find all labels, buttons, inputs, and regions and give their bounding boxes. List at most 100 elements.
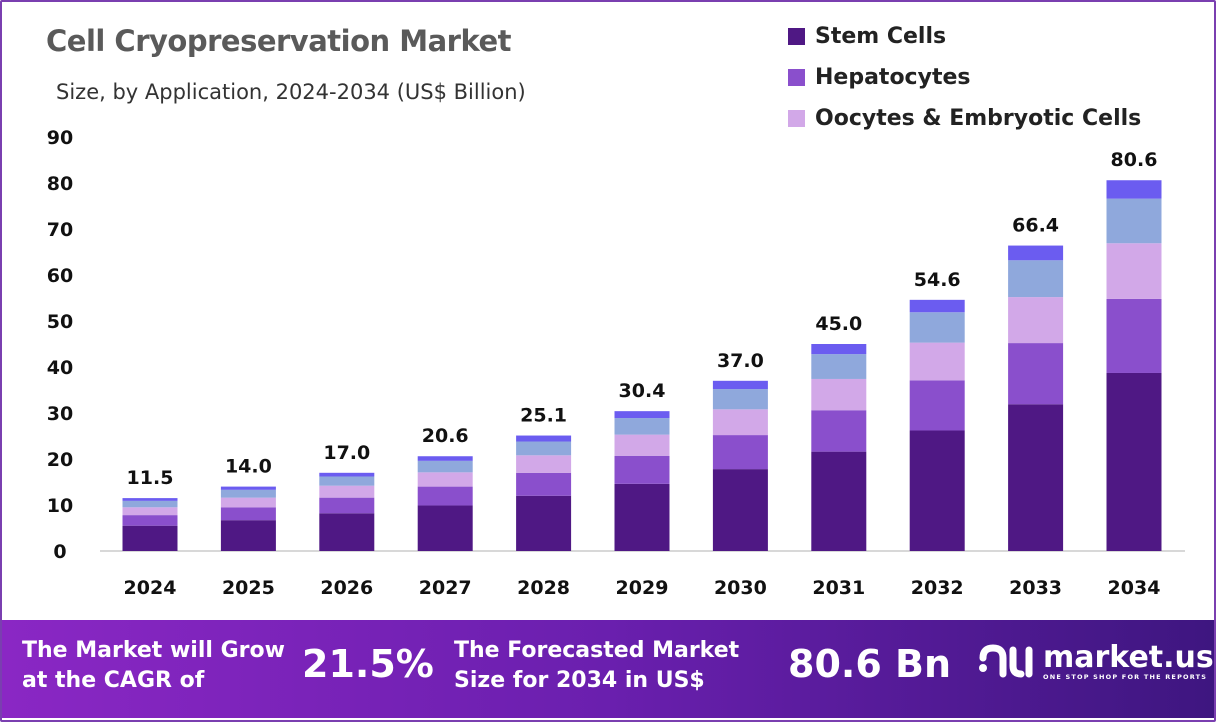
bar-segment-oocytes-embryotic-cells [811,378,867,411]
bar-segment-hepatocytes [1008,343,1064,405]
y-tick-label: 70 [47,219,73,241]
bar-segment-hepatocytes [909,380,965,431]
bar-segment-series-4 [811,354,867,379]
total-label: 45.0 [815,313,862,335]
bar-segment-series-4 [1008,260,1064,298]
total-label: 37.0 [717,350,764,372]
y-tick-label: 80 [47,173,73,195]
logo-tagline: ONE STOP SHOP FOR THE REPORTS [1043,673,1208,681]
x-tick-label: 2025 [222,577,275,599]
bar-segment-series-5 [319,472,375,477]
cagr-label: The Market will Grow at the CAGR of [22,636,285,696]
chart-title: Cell Cryopreservation Market [46,24,512,58]
bar-segment-stem-cells [712,469,768,551]
y-tick-label: 0 [53,541,66,563]
legend-label: Hepatocytes [815,65,971,90]
bar-segment-oocytes-embryotic-cells [909,342,965,381]
y-tick-label: 90 [47,127,73,149]
x-tick-label: 2032 [911,577,964,599]
cagr-label-line: The Market will Grow [22,638,285,663]
bar-segment-oocytes-embryotic-cells [220,497,276,508]
legend-label: Stem Cells [815,24,947,49]
market-us-logo: market.us ONE STOP SHOP FOR THE REPORTS [977,642,1214,682]
y-tick-label: 30 [47,403,73,425]
forecast-label-line: Size for 2034 in US$ [454,668,705,693]
bar-segment-series-4 [220,489,276,498]
bar-segment-series-5 [122,498,178,501]
bar-segment-series-4 [417,460,473,473]
legend-item-hepatocytes: Hepatocytes [788,57,1141,98]
bar-segment-series-5 [614,411,670,419]
forecast-label: The Forecasted Market Size for 2034 in US… [454,636,739,696]
summary-banner: The Market will Grow at the CAGR of 21.5%… [2,620,1214,718]
total-label: 66.4 [1012,215,1059,237]
x-tick-label: 2026 [320,577,373,599]
bar-segment-oocytes-embryotic-cells [1008,297,1064,344]
bar-segment-hepatocytes [122,515,178,526]
legend: Stem Cells Hepatocytes Oocytes & Embryot… [788,16,1141,139]
bar-segment-oocytes-embryotic-cells [1106,243,1162,299]
bar-segment-series-4 [1106,198,1162,244]
bar-segment-hepatocytes [417,486,473,506]
chart-plot: 010203040506070809011.5202414.0202517.02… [47,127,1185,599]
total-label: 54.6 [914,269,961,291]
total-label: 11.5 [127,467,174,489]
bar-segment-series-5 [909,299,965,313]
total-label: 17.0 [323,442,370,464]
bar-segment-series-5 [220,486,276,490]
bar-segment-stem-cells [319,513,375,551]
bar-segment-series-4 [614,418,670,435]
legend-swatch [788,28,805,45]
x-tick-label: 2028 [517,577,570,599]
bar-segment-stem-cells [220,520,276,551]
bar-segment-stem-cells [614,483,670,551]
bar-segment-series-4 [122,500,178,508]
bar-segment-oocytes-embryotic-cells [712,409,768,436]
bar-segment-oocytes-embryotic-cells [614,434,670,456]
total-label: 30.4 [619,380,666,402]
logo-name: market.us [1043,640,1214,675]
bar-segment-oocytes-embryotic-cells [516,455,572,473]
bar-segment-stem-cells [417,505,473,551]
cagr-label-line: at the CAGR of [22,668,205,693]
bar-segment-series-4 [712,389,768,410]
bar-segment-series-4 [516,441,572,456]
legend-swatch [788,110,805,127]
x-tick-label: 2027 [419,577,472,599]
x-tick-label: 2033 [1009,577,1062,599]
y-tick-label: 10 [47,495,73,517]
bar-segment-series-5 [712,380,768,390]
bar-segment-stem-cells [1008,404,1064,551]
bar-segment-series-5 [811,344,867,355]
bar-segment-hepatocytes [614,455,670,484]
bar-segment-oocytes-embryotic-cells [417,472,473,487]
cagr-value: 21.5% [302,642,434,686]
x-tick-label: 2029 [616,577,669,599]
x-tick-label: 2034 [1108,577,1161,599]
bar-segment-series-4 [319,476,375,486]
total-label: 25.1 [520,405,567,427]
bar-segment-series-5 [516,435,572,442]
legend-item-stem-cells: Stem Cells [788,16,1141,57]
bar-segment-oocytes-embryotic-cells [319,485,375,498]
x-tick-label: 2024 [124,577,177,599]
bar-segment-oocytes-embryotic-cells [122,507,178,516]
bar-segment-stem-cells [516,495,572,551]
total-label: 14.0 [225,456,272,478]
bar-segment-hepatocytes [319,497,375,514]
legend-swatch [788,69,805,86]
x-tick-label: 2031 [812,577,865,599]
bar-segment-stem-cells [1106,372,1162,551]
bar-segment-series-5 [417,456,473,461]
bar-segment-series-5 [1008,245,1064,261]
total-label: 20.6 [422,425,469,447]
bar-segment-hepatocytes [712,435,768,470]
bar-segment-stem-cells [122,525,178,551]
y-tick-label: 20 [47,449,73,471]
bar-segment-hepatocytes [811,410,867,452]
bar-segment-series-5 [1106,180,1162,199]
bar-segment-hepatocytes [1106,298,1162,373]
legend-item-oocytes: Oocytes & Embryotic Cells [788,98,1141,139]
y-tick-label: 40 [47,357,73,379]
